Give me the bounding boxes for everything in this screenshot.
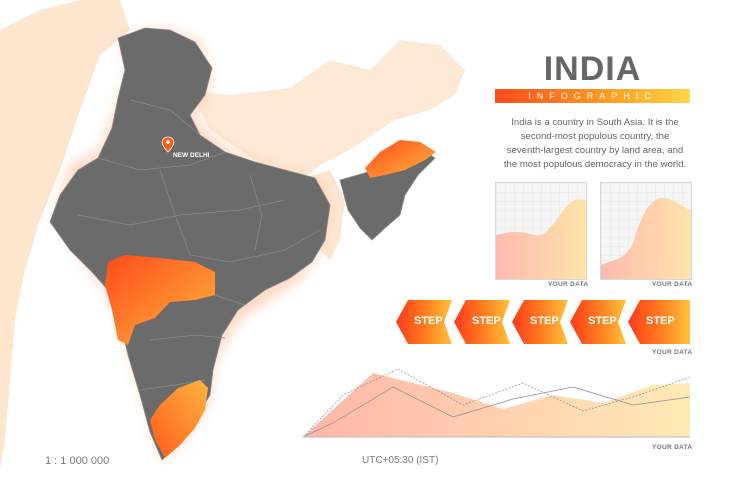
area-series	[303, 373, 690, 437]
step-label: STEP	[588, 315, 617, 327]
description-line: second-most populous country, the	[520, 131, 670, 142]
neighbor-region-west	[0, 0, 130, 470]
step-chevron	[512, 300, 568, 344]
step-label: STEP	[414, 315, 443, 327]
step-label: STEP	[530, 315, 559, 327]
highlight-state-arunachal	[365, 140, 436, 178]
line-series-2	[303, 386, 690, 438]
map-scale: 1 : 1 000 000	[45, 455, 110, 467]
capital-marker	[161, 136, 175, 153]
step-chevron	[454, 300, 510, 344]
area-series	[601, 197, 691, 279]
chart-caption: YOUR DATA	[652, 281, 693, 288]
step-label: STEP	[646, 315, 675, 327]
infographic-title: INDIA	[543, 50, 642, 88]
neighbor-region-north	[190, 40, 465, 180]
area-chart-1	[495, 182, 587, 280]
highlight-state-tamil-nadu	[150, 380, 208, 458]
description-line: India is a country in South Asia. It is …	[511, 117, 679, 128]
step-label: STEP	[472, 315, 501, 327]
steps-arrow-row	[396, 300, 690, 344]
line-chart	[303, 368, 690, 438]
step-chevron	[628, 300, 690, 344]
step-chevron	[396, 300, 452, 344]
capital-label: NEW DELHI	[173, 152, 210, 159]
step-labels: STEP STEP STEP STEP STEP	[396, 300, 690, 344]
chart-caption: YOUR DATA	[548, 281, 589, 288]
area-series	[496, 199, 586, 279]
step-chevron	[570, 300, 626, 344]
india-map	[0, 0, 465, 470]
steps-caption: YOUR DATA	[652, 349, 693, 356]
line-series-1	[303, 368, 690, 438]
timezone-label: UTC+05:30 (IST)	[362, 455, 439, 466]
description-text: India is a country in South Asia. It is …	[495, 116, 695, 172]
india-landmass	[49, 27, 331, 461]
infographic-subtitle: INFOGRAPHIC	[495, 89, 690, 103]
description-line: seventh-largest country by land area, an…	[506, 145, 684, 156]
description-line: the most populous democracy in the world…	[503, 159, 687, 170]
highlight-state-maharashtra	[105, 255, 215, 345]
area-chart-2	[600, 182, 692, 280]
line-chart-caption: YOUR DATA	[652, 444, 693, 451]
